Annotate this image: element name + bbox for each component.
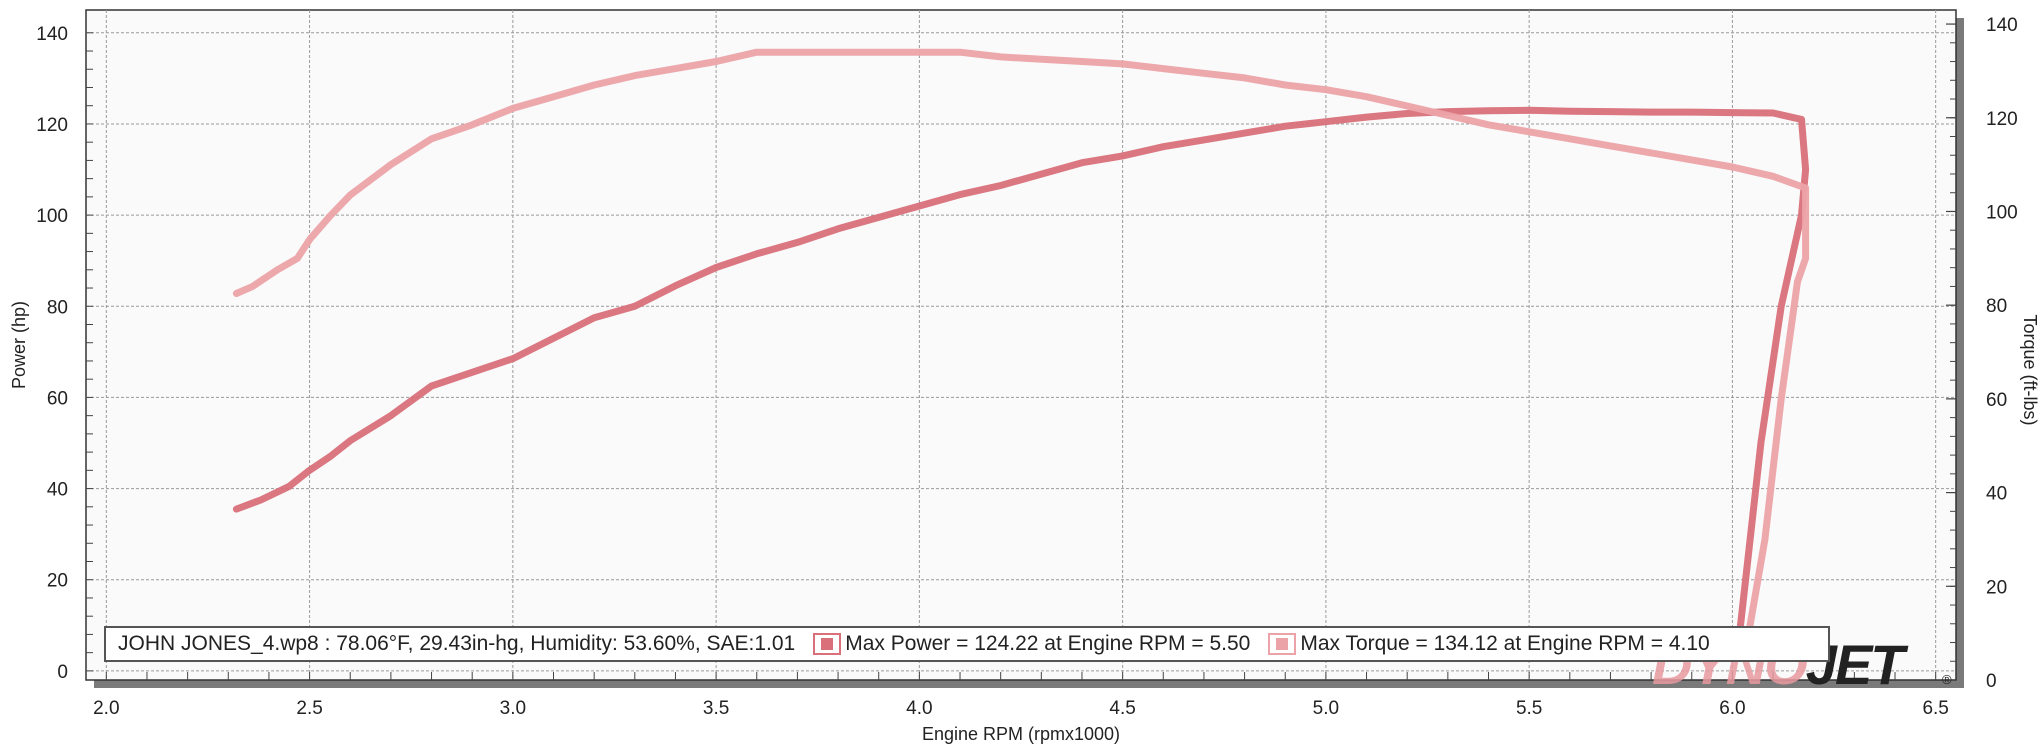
series-group xyxy=(232,48,1810,637)
legend: JOHN JONES_4.wp8 : 78.06°F, 29.43in-hg, … xyxy=(104,626,1830,662)
axis-labels: Engine RPM (rpmx1000) Power (hp) Torque … xyxy=(9,301,2040,744)
torque-swatch-icon xyxy=(1268,633,1297,655)
series-line-torque xyxy=(232,48,1810,637)
x-tick-label: 6.0 xyxy=(1719,698,1745,719)
x-tick-label: 2.0 xyxy=(93,698,119,719)
x-axis-title: Engine RPM (rpmx1000) xyxy=(922,724,1120,744)
registered-mark: ® xyxy=(1942,672,1952,687)
y-right-tick-label: 120 xyxy=(1986,109,2018,130)
y-left-tick-label: 80 xyxy=(47,297,68,318)
y-right-tick-label: 60 xyxy=(1986,390,2007,411)
legend-entry-torque: Max Torque = 134.12 at Engine RPM = 4.10 xyxy=(1268,632,1710,656)
x-tick-label: 3.5 xyxy=(703,698,729,719)
y-right-tick-label: 80 xyxy=(1986,296,2007,317)
grid xyxy=(86,10,1956,680)
power-swatch-icon xyxy=(813,633,842,655)
y-right-tick-label: 0 xyxy=(1986,671,1997,692)
y-right-tick-label: 40 xyxy=(1986,484,2007,505)
y-left-tick-label: 100 xyxy=(36,206,68,227)
y-right-tick-label: 100 xyxy=(1986,202,2018,223)
y-left-tick-label: 20 xyxy=(47,571,68,592)
y-right-tick-label: 140 xyxy=(1986,15,2018,36)
series-line-power xyxy=(232,106,1810,629)
x-tick-label: 6.5 xyxy=(1922,698,1948,719)
plot-area xyxy=(85,9,1957,681)
y-left-tick-label: 60 xyxy=(47,388,68,409)
legend-label-torque: Max Torque = 134.12 at Engine RPM = 4.10 xyxy=(1300,632,1710,655)
y-left-tick-label: 120 xyxy=(36,115,68,136)
x-tick-label: 4.5 xyxy=(1109,698,1135,719)
x-tick-label: 5.0 xyxy=(1313,698,1339,719)
x-tick-label: 3.0 xyxy=(500,698,526,719)
run-info-text: JOHN JONES_4.wp8 : 78.06°F, 29.43in-hg, … xyxy=(118,632,796,655)
y-left-tick-label: 40 xyxy=(47,480,68,501)
x-tick-label: 2.5 xyxy=(296,698,322,719)
y-axis-left-title: Power (hp) xyxy=(9,301,29,389)
y-axis-right-title: Torque (ft-lbs) xyxy=(2020,314,2040,425)
x-tick-label: 5.5 xyxy=(1516,698,1542,719)
y-left-tick-label: 140 xyxy=(36,24,68,45)
legend-entry-power: Max Power = 124.22 at Engine RPM = 5.50 xyxy=(813,632,1250,656)
axis-ticks: 2.0 2.5 3.0 3.5 4.0 4.5 5.0 5.5 6.0 6.5 0 20 40 60 80 1… xyxy=(36,15,2017,719)
x-tick-label: 4.0 xyxy=(906,698,932,719)
legend-label-power: Max Power = 124.22 at Engine RPM = 5.50 xyxy=(845,632,1251,655)
y-right-tick-label: 20 xyxy=(1986,577,2007,598)
y-left-tick-label: 0 xyxy=(57,662,68,683)
